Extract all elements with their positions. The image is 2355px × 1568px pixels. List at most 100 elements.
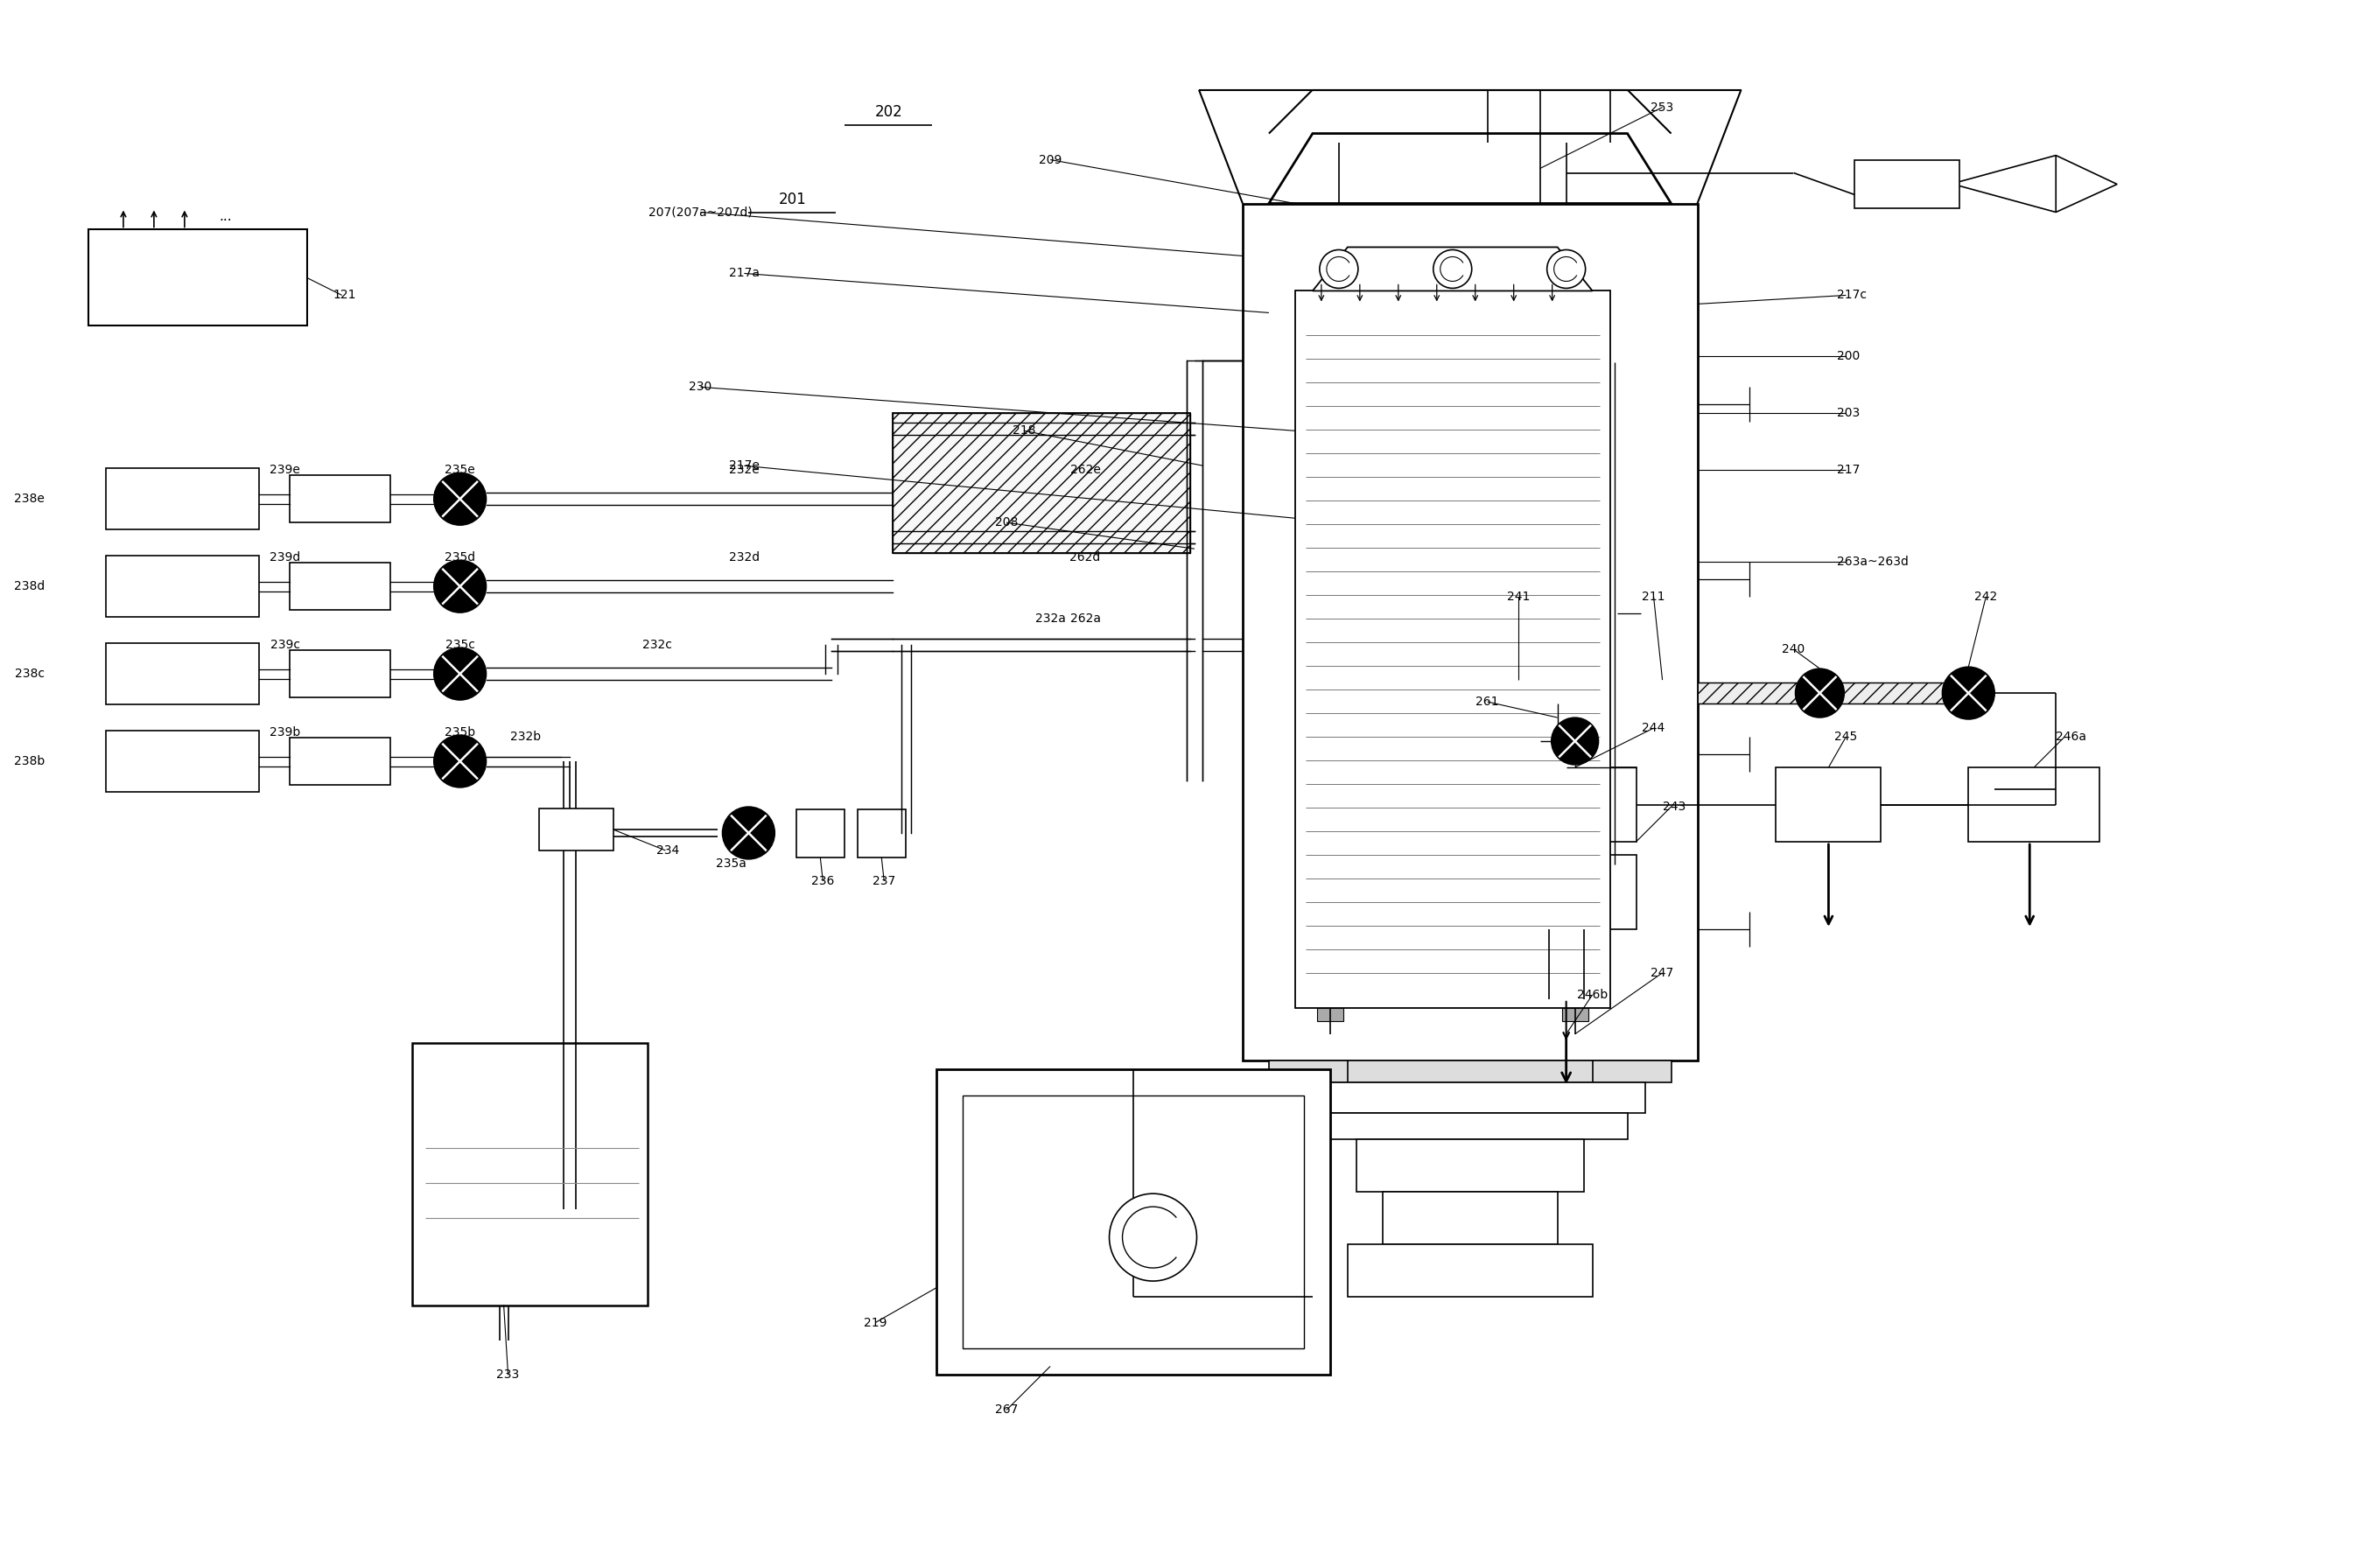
Text: 238c: 238c	[14, 668, 45, 681]
Bar	[963, 1096, 1305, 1348]
Bar	[1776, 767, 1882, 842]
Text: ...: ...	[219, 210, 233, 223]
Text: 239c: 239c	[271, 638, 299, 651]
Bar	[290, 563, 391, 610]
Bar	[1698, 682, 1969, 704]
Text: 246a: 246a	[2056, 731, 2087, 743]
Polygon shape	[2056, 155, 2117, 212]
Text: 217c: 217c	[1837, 289, 1868, 301]
Circle shape	[1943, 666, 1995, 720]
Bar	[89, 229, 306, 326]
Text: 232c: 232c	[643, 638, 671, 651]
Text: 208: 208	[996, 516, 1017, 528]
Circle shape	[1434, 249, 1472, 289]
Circle shape	[433, 472, 485, 525]
Text: 201: 201	[780, 191, 805, 207]
Text: 219: 219	[864, 1317, 888, 1328]
Text: 218: 218	[1013, 425, 1036, 437]
Text: 263a~263d: 263a~263d	[1837, 555, 1910, 568]
Bar	[1243, 204, 1698, 1060]
Text: 235a: 235a	[716, 858, 747, 870]
Bar	[106, 643, 259, 704]
Text: 232a: 232a	[1034, 613, 1064, 626]
Text: 207(207a~207d): 207(207a~207d)	[648, 205, 754, 218]
Bar	[106, 555, 259, 616]
Bar	[106, 469, 259, 530]
Bar	[1321, 143, 1566, 204]
Bar	[1356, 1138, 1583, 1192]
Polygon shape	[1269, 133, 1672, 204]
Bar	[539, 809, 612, 850]
Bar	[893, 414, 1189, 554]
Text: 267: 267	[996, 1403, 1017, 1416]
Circle shape	[1552, 718, 1599, 765]
Bar	[1295, 1082, 1644, 1113]
Bar	[106, 731, 259, 792]
Text: 242: 242	[1973, 591, 1997, 604]
Circle shape	[433, 560, 485, 613]
Text: 238e: 238e	[14, 492, 45, 505]
Bar	[1561, 1008, 1587, 1021]
Text: 211: 211	[1641, 591, 1665, 604]
Text: 237: 237	[874, 875, 895, 887]
Text: 262e: 262e	[1069, 464, 1100, 477]
Bar	[290, 651, 391, 698]
Text: 217e: 217e	[730, 459, 758, 472]
Bar	[412, 1043, 648, 1305]
Text: 232d: 232d	[728, 552, 761, 563]
Circle shape	[1109, 1193, 1196, 1281]
Circle shape	[723, 806, 775, 859]
Text: 240: 240	[1783, 643, 1804, 655]
Circle shape	[1547, 249, 1585, 289]
Bar	[1969, 767, 2101, 842]
Text: 247: 247	[1651, 967, 1674, 978]
Text: 239d: 239d	[271, 552, 301, 563]
Text: 230: 230	[690, 381, 711, 394]
Text: 233: 233	[497, 1369, 520, 1381]
Circle shape	[433, 648, 485, 699]
Text: 244: 244	[1641, 721, 1665, 734]
Text: 239e: 239e	[271, 464, 301, 477]
Text: 262a: 262a	[1069, 613, 1100, 626]
Text: 235d: 235d	[445, 552, 476, 563]
Circle shape	[1795, 668, 1844, 718]
Bar	[1312, 1113, 1627, 1138]
Text: 235b: 235b	[445, 726, 476, 739]
Text: 209: 209	[1039, 154, 1062, 166]
Text: 245: 245	[1835, 731, 1858, 743]
Text: 238b: 238b	[14, 756, 45, 767]
Bar	[1514, 767, 1637, 842]
Text: 241: 241	[1507, 591, 1531, 604]
Text: 234: 234	[657, 844, 681, 856]
Text: 235c: 235c	[445, 638, 476, 651]
Text: 235e: 235e	[445, 464, 476, 477]
Text: 239b: 239b	[271, 726, 301, 739]
Text: 236: 236	[812, 875, 834, 887]
Bar	[1347, 1243, 1592, 1297]
Bar	[857, 809, 907, 858]
Text: 243: 243	[1663, 801, 1686, 812]
Bar	[796, 809, 845, 858]
Text: 232e: 232e	[730, 464, 758, 477]
Text: 246b: 246b	[1578, 988, 1608, 1000]
Circle shape	[1319, 249, 1359, 289]
Polygon shape	[1312, 248, 1592, 292]
Text: 121: 121	[332, 289, 356, 301]
Text: 202: 202	[874, 103, 902, 119]
Bar	[937, 1069, 1331, 1375]
Text: 200: 200	[1837, 350, 1860, 362]
Text: 232b: 232b	[511, 731, 542, 743]
Bar	[1316, 1008, 1342, 1021]
Text: 262d: 262d	[1069, 552, 1100, 563]
Bar	[1269, 1060, 1672, 1082]
Text: 217: 217	[1837, 464, 1860, 477]
Text: 238d: 238d	[14, 580, 45, 593]
Text: 217a: 217a	[730, 267, 761, 279]
Bar	[290, 737, 391, 786]
Bar	[290, 475, 391, 522]
Bar	[1295, 292, 1611, 1008]
Text: 203: 203	[1837, 408, 1860, 419]
Circle shape	[433, 735, 485, 787]
Bar	[1382, 1192, 1557, 1243]
Bar	[1514, 855, 1637, 930]
